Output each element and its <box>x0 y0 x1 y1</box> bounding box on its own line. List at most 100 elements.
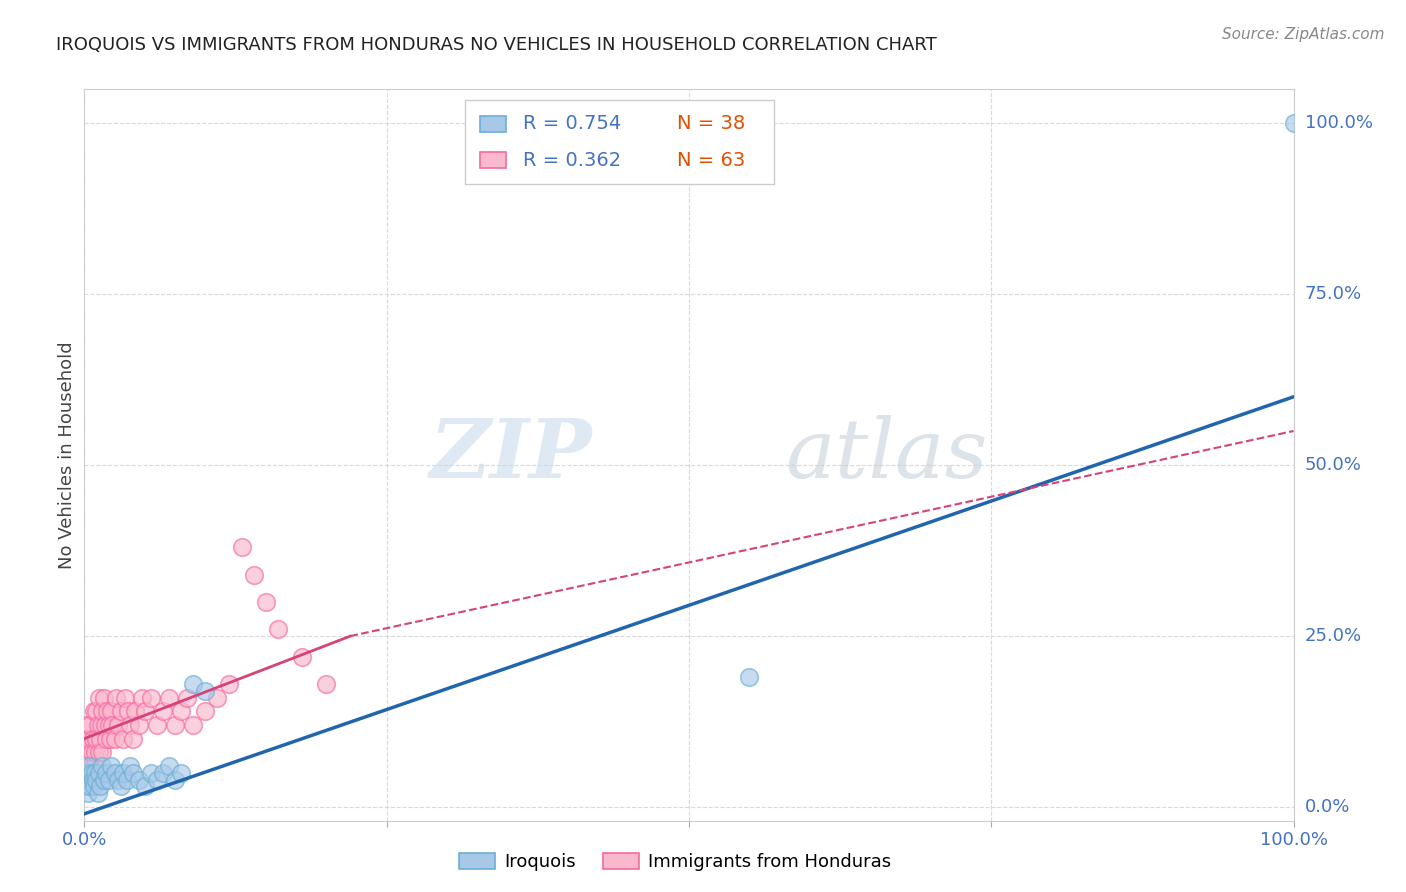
Point <box>96 704 118 718</box>
Point <box>77 745 100 759</box>
FancyBboxPatch shape <box>479 153 506 169</box>
Point <box>97 718 120 732</box>
Point <box>121 765 143 780</box>
Text: 25.0%: 25.0% <box>1305 627 1362 645</box>
Point <box>87 765 110 780</box>
Point <box>97 772 120 787</box>
Point <box>146 718 169 732</box>
Point <box>120 759 142 773</box>
Point <box>87 690 110 705</box>
Point <box>163 718 186 732</box>
Point <box>89 780 111 794</box>
Point <box>738 670 761 684</box>
FancyBboxPatch shape <box>465 100 773 185</box>
Point <box>86 786 108 800</box>
Point <box>231 540 253 554</box>
Point <box>218 677 240 691</box>
Point <box>194 704 217 718</box>
Point <box>117 704 139 718</box>
Point <box>77 786 100 800</box>
Point <box>146 772 169 787</box>
Point <box>80 765 103 780</box>
Y-axis label: No Vehicles in Household: No Vehicles in Household <box>58 341 76 569</box>
Text: N = 38: N = 38 <box>676 114 745 133</box>
Point <box>114 690 136 705</box>
Point <box>121 731 143 746</box>
Point <box>134 704 156 718</box>
FancyBboxPatch shape <box>479 116 506 132</box>
Point <box>107 718 129 732</box>
Point <box>86 718 108 732</box>
Point <box>139 690 162 705</box>
Point <box>157 759 180 773</box>
Point <box>75 731 97 746</box>
Point <box>87 745 110 759</box>
Point <box>91 745 114 759</box>
Point <box>94 765 117 780</box>
Legend: Iroquois, Immigrants from Honduras: Iroquois, Immigrants from Honduras <box>451 846 898 879</box>
Text: 50.0%: 50.0% <box>1305 456 1361 475</box>
Point <box>77 731 100 746</box>
Point <box>93 690 115 705</box>
Point <box>83 759 105 773</box>
Point <box>115 772 138 787</box>
Point <box>77 765 100 780</box>
Point <box>291 649 314 664</box>
Point <box>104 765 127 780</box>
Point <box>267 622 290 636</box>
Point <box>152 704 174 718</box>
Point <box>124 704 146 718</box>
Point <box>152 765 174 780</box>
Point <box>315 677 337 691</box>
Text: 0.0%: 0.0% <box>1305 798 1350 816</box>
Text: N = 63: N = 63 <box>676 151 745 169</box>
Point <box>98 731 121 746</box>
Point <box>76 759 98 773</box>
Text: R = 0.754: R = 0.754 <box>523 114 621 133</box>
Point <box>170 765 193 780</box>
Text: atlas: atlas <box>786 415 988 495</box>
Point <box>207 690 229 705</box>
Point <box>194 683 217 698</box>
Point <box>77 759 100 773</box>
Point <box>120 718 142 732</box>
Point <box>163 772 186 787</box>
Point <box>91 759 114 773</box>
Point <box>104 731 127 746</box>
Point <box>110 780 132 794</box>
Point <box>128 718 150 732</box>
Point <box>90 718 112 732</box>
Point <box>93 772 115 787</box>
Point <box>242 567 264 582</box>
Point <box>170 704 193 718</box>
Point <box>254 595 277 609</box>
Point <box>84 765 107 780</box>
Point <box>128 772 150 787</box>
Point <box>86 731 108 746</box>
Point <box>83 780 105 794</box>
Point <box>83 704 105 718</box>
Point <box>73 772 96 787</box>
Point <box>79 780 101 794</box>
Text: Source: ZipAtlas.com: Source: ZipAtlas.com <box>1222 27 1385 42</box>
Point <box>112 765 135 780</box>
Point <box>94 718 117 732</box>
Point <box>100 704 122 718</box>
Point <box>79 718 101 732</box>
Point <box>86 704 108 718</box>
Point <box>76 765 98 780</box>
Point <box>181 677 204 691</box>
Point <box>110 704 132 718</box>
Point <box>89 731 111 746</box>
Point <box>75 780 97 794</box>
Point <box>176 690 198 705</box>
Point <box>82 731 104 746</box>
Point <box>112 731 135 746</box>
Point <box>134 780 156 794</box>
Text: R = 0.362: R = 0.362 <box>523 151 621 169</box>
Point <box>100 759 122 773</box>
Point <box>104 690 127 705</box>
Text: ZIP: ZIP <box>430 415 592 495</box>
Point <box>82 772 104 787</box>
Point <box>101 718 124 732</box>
